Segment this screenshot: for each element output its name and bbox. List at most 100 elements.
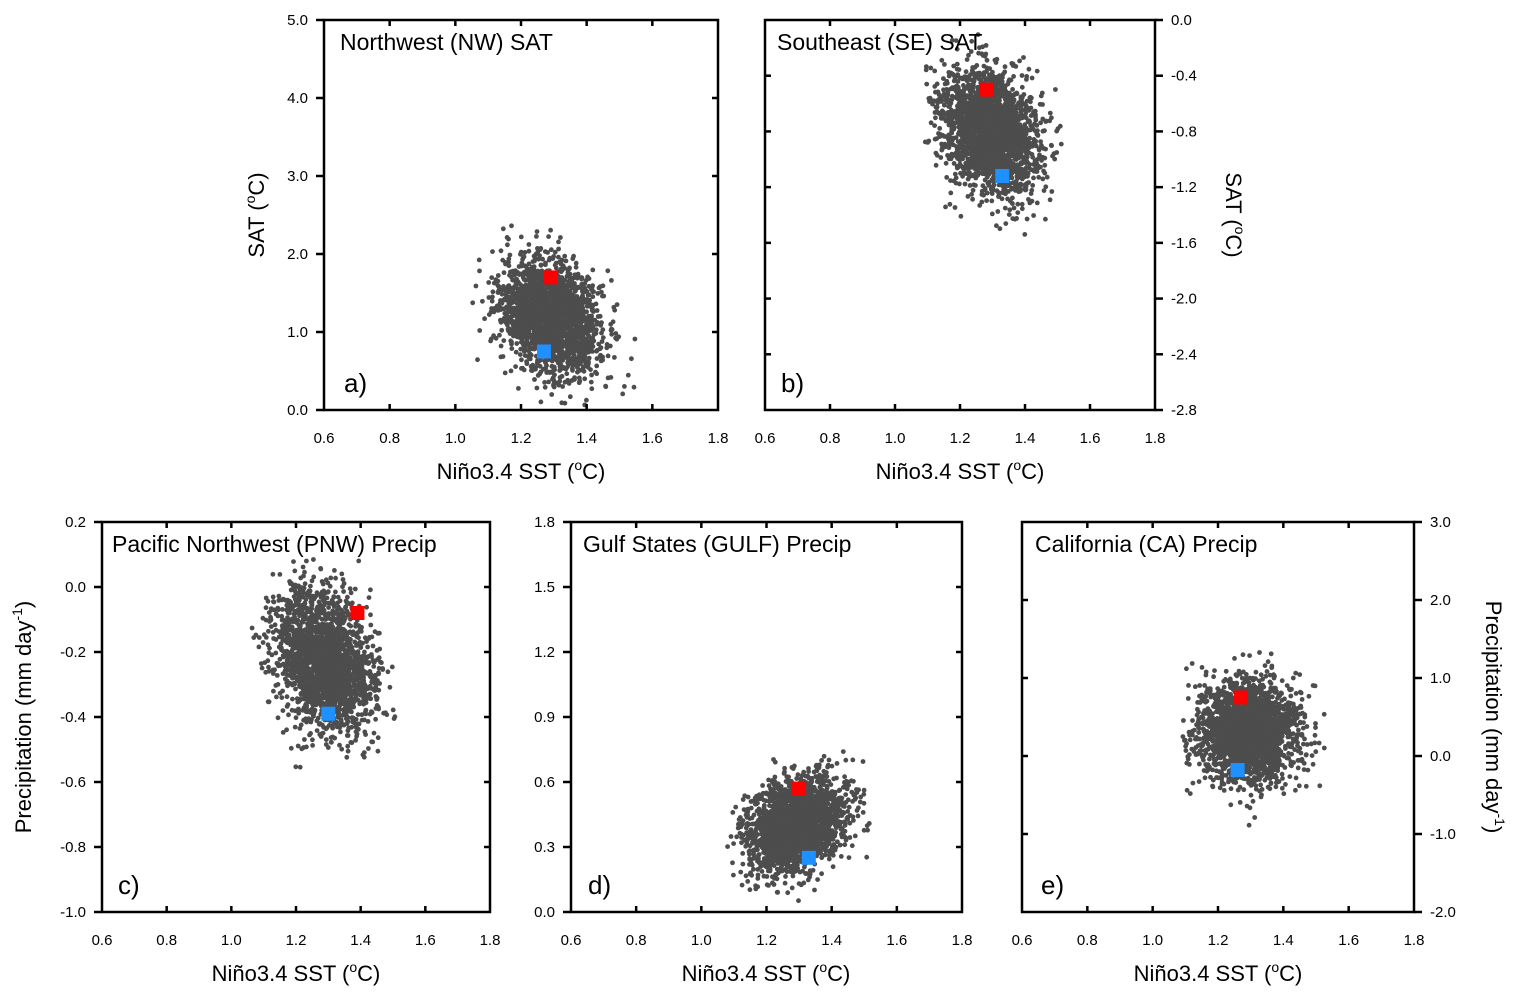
scatter-point <box>1003 90 1009 96</box>
scatter-point <box>975 172 981 178</box>
scatter-point <box>961 146 967 152</box>
scatter-point <box>560 384 565 389</box>
scatter-point <box>942 62 947 67</box>
scatter-point <box>557 375 563 380</box>
scatter-point <box>1015 114 1021 120</box>
scatter-point <box>532 258 537 264</box>
x-tick-label: 1.6 <box>1080 430 1101 447</box>
scatter-point <box>520 365 526 371</box>
scatter-point <box>967 172 973 178</box>
scatter-point <box>961 170 967 176</box>
scatter-point <box>565 320 570 326</box>
scatter-point <box>520 299 525 305</box>
scatter-point <box>540 309 546 315</box>
x-tick-label: 0.8 <box>820 430 841 447</box>
scatter-point <box>991 178 996 183</box>
scatter-point <box>501 338 507 343</box>
scatter-point <box>1011 99 1016 105</box>
scatter-point <box>1022 185 1027 191</box>
scatter-point <box>1010 195 1015 201</box>
scatter-point <box>1054 128 1060 134</box>
scatter-point <box>968 77 974 83</box>
scatter-point <box>1047 197 1053 203</box>
scatter-point <box>589 287 594 292</box>
scatter-point <box>561 305 567 311</box>
scatter-point <box>1006 212 1012 218</box>
scatter-point <box>590 267 596 273</box>
red-marker-square <box>543 270 558 285</box>
scatter-point <box>566 293 571 299</box>
scatter-point <box>530 291 535 296</box>
scatter-point <box>546 234 551 240</box>
scatter-point <box>625 372 631 378</box>
scatter-point <box>589 372 594 378</box>
scatter-point <box>546 379 551 385</box>
scatter-point <box>572 284 578 290</box>
scatter-point <box>568 359 573 365</box>
scatter-point <box>530 332 536 338</box>
scatter-point <box>599 320 604 325</box>
scatter-point <box>961 115 967 121</box>
panel-b-ylabel: SAT (oC) <box>1221 172 1248 257</box>
scatter-point <box>526 242 532 247</box>
scatter-point <box>527 315 532 321</box>
scatter-point <box>1001 125 1007 131</box>
scatter-point <box>557 259 562 265</box>
scatter-point <box>1047 110 1053 116</box>
scatter-point <box>489 275 495 280</box>
scatter-point <box>555 284 561 290</box>
y-tick-label: 3.0 <box>287 168 308 185</box>
scatter-point <box>959 75 965 81</box>
scatter-point <box>522 250 528 255</box>
scatter-point <box>1014 90 1020 96</box>
scatter-point <box>982 177 988 183</box>
scatter-point <box>506 305 512 311</box>
scatter-point <box>559 275 565 281</box>
scatter-point <box>513 349 519 355</box>
scatter-point <box>508 368 514 374</box>
scatter-point <box>534 229 540 235</box>
scatter-point <box>944 175 950 180</box>
scatter-point <box>1038 93 1044 99</box>
scatter-point <box>276 598 282 603</box>
scatter-point <box>969 123 975 129</box>
scatter-point <box>559 329 565 335</box>
scatter-point <box>982 143 988 149</box>
scatter-point <box>505 242 510 248</box>
scatter-point <box>600 283 606 289</box>
scatter-point <box>579 320 584 325</box>
scatter-point <box>595 314 601 319</box>
y-tick-label: 1.0 <box>287 324 308 341</box>
panel-b: 0.6 0.8 1.0 1.2 1.4 1.6 1.8-2.8-2.4-2.0-1.6-1.… <box>755 12 1248 484</box>
scatter-point <box>951 126 957 132</box>
scatter-point <box>276 661 281 667</box>
scatter-point <box>996 193 1002 198</box>
x-tick-label: 1.6 <box>642 430 663 447</box>
scatter-point <box>1007 207 1013 213</box>
scatter-point <box>498 343 504 349</box>
scatter-point <box>526 248 532 254</box>
scatter-point <box>982 187 988 193</box>
scatter-point <box>560 280 565 286</box>
scatter-point <box>928 65 934 71</box>
scatter-point <box>1053 87 1058 92</box>
scatter-point <box>1002 205 1008 211</box>
scatter-point <box>983 43 989 48</box>
scatter-point <box>551 383 556 389</box>
x-tick-label: 1.4 <box>1015 430 1036 447</box>
scatter-point <box>1040 176 1046 182</box>
scatter-point <box>924 81 930 87</box>
red-marker-square <box>979 82 993 97</box>
scatter-point <box>994 115 999 120</box>
scatter-point <box>600 357 605 363</box>
scatter-point <box>589 386 595 392</box>
scatter-point <box>970 187 976 193</box>
scatter-point <box>582 363 588 369</box>
scatter-point <box>982 117 987 122</box>
scatter-point <box>566 279 571 285</box>
x-tick-label: 0.6 <box>755 430 776 447</box>
scatter-point <box>366 595 372 600</box>
scatter-point <box>1024 216 1030 222</box>
scatter-point <box>1021 157 1026 163</box>
scatter-point <box>1026 197 1031 202</box>
